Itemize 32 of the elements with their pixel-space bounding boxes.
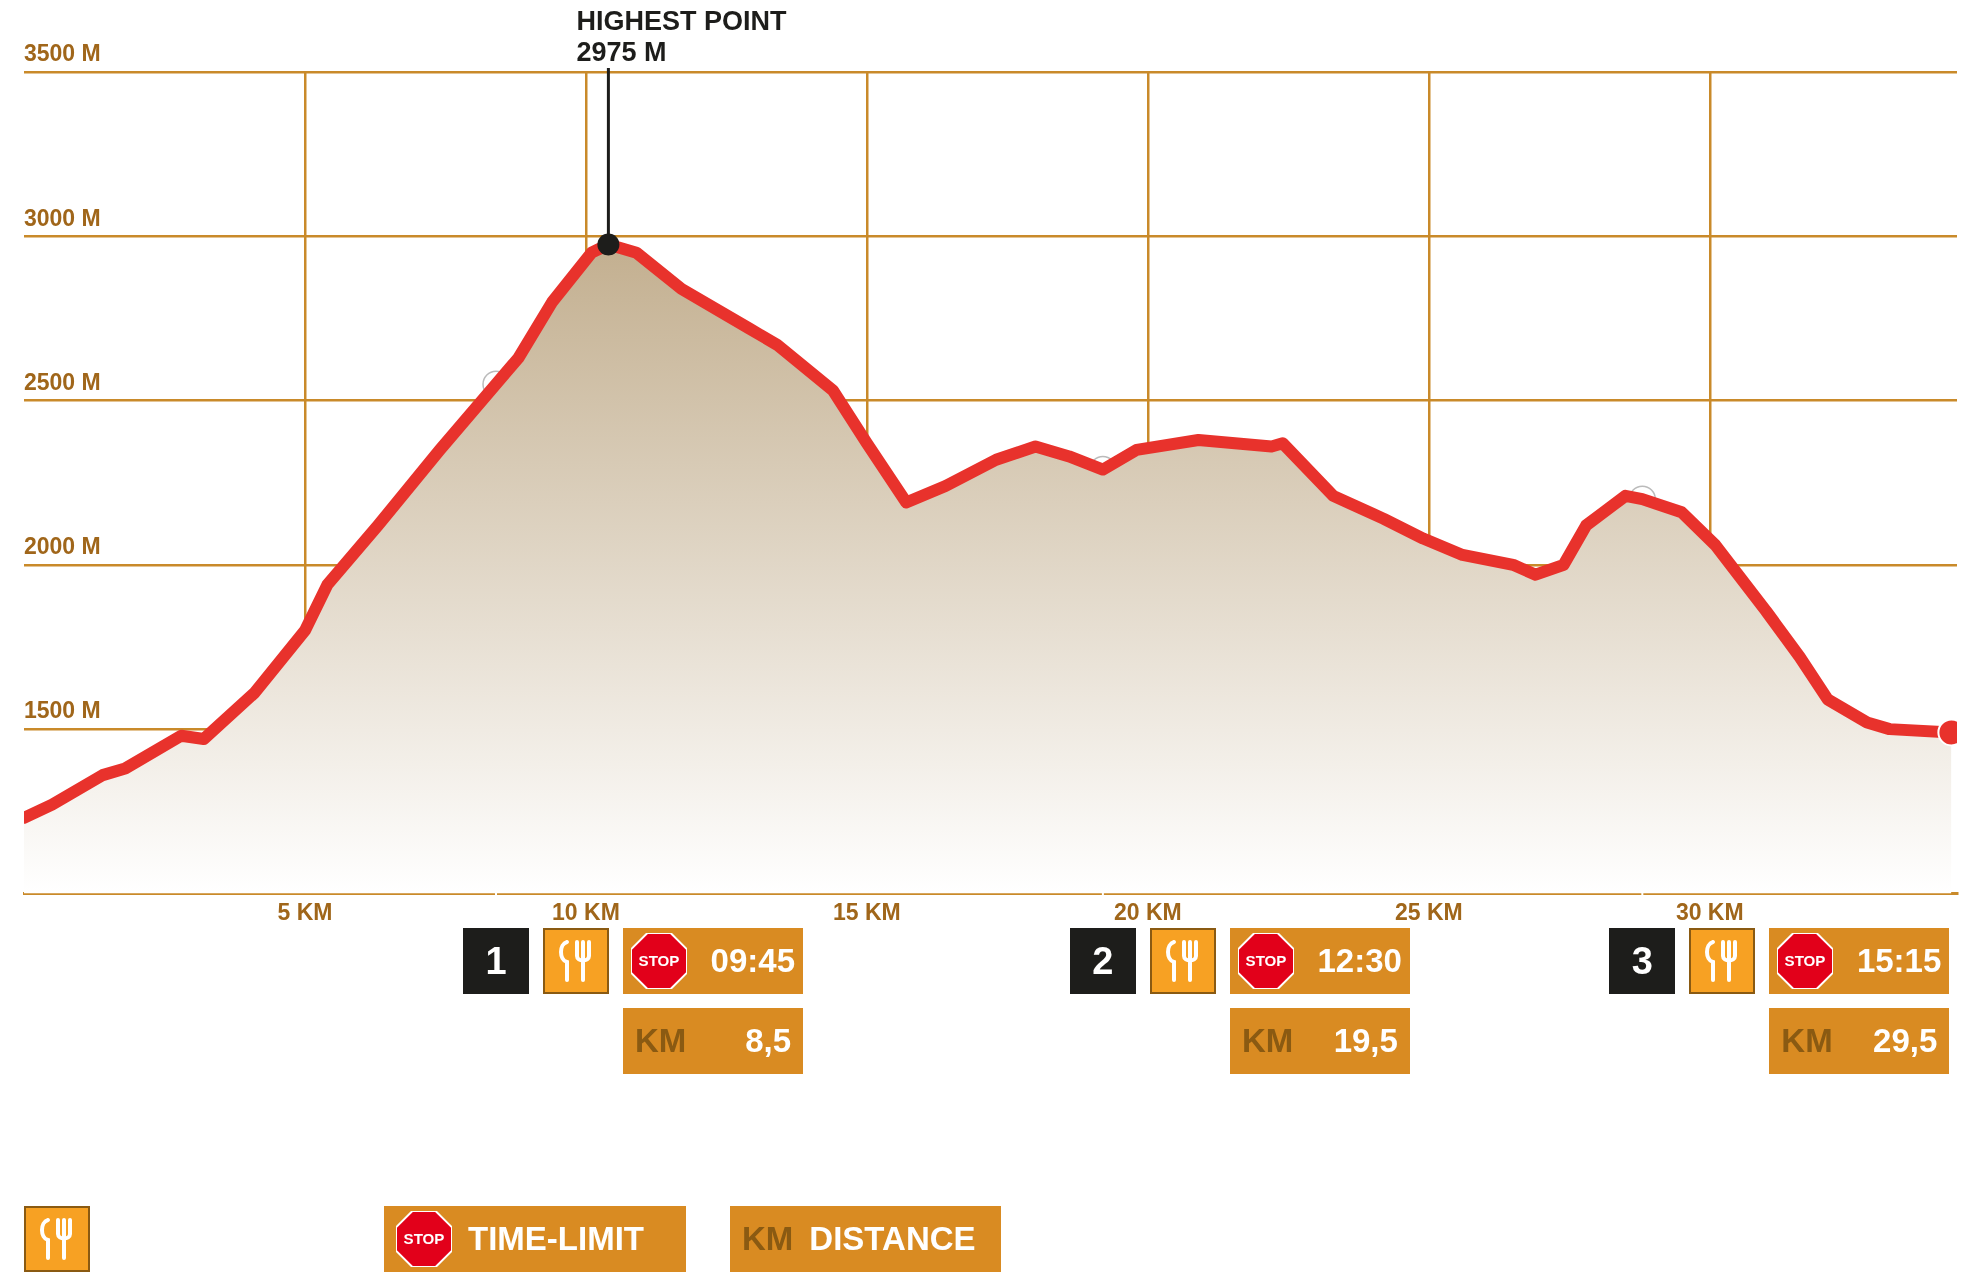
stop-sign-icon: STOP — [1237, 933, 1294, 989]
text: KM — [1781, 1022, 1833, 1060]
stop-sign-icon: STOP — [1777, 933, 1834, 989]
y-tick-label: 2500 M — [24, 368, 101, 395]
annotation: 2975 M — [576, 37, 667, 67]
text: 29,5 — [1873, 1022, 1938, 1060]
text: TIME-LIMIT — [468, 1220, 644, 1258]
text: KM — [1241, 1022, 1294, 1060]
stop-sign-icon: STOP — [396, 1211, 452, 1267]
annotation: 1 — [463, 928, 529, 994]
y-tick-label: 2000 M — [24, 533, 101, 560]
text: 8,5 — [745, 1022, 791, 1060]
x-tick-label: 30 KM — [1675, 898, 1744, 925]
text: KM — [742, 1220, 794, 1258]
annotation: 3 — [1609, 928, 1676, 994]
x-tick-label: 25 KM — [1394, 898, 1463, 925]
y-tick-label: 3500 M — [24, 40, 101, 67]
x-tick-label: 20 KM — [1113, 898, 1182, 925]
x-tick-label: 15 KM — [833, 898, 901, 925]
y-tick-label: 1500 M — [24, 697, 101, 724]
text: 19,5 — [1333, 1022, 1398, 1060]
text: 09:45 — [710, 942, 795, 980]
stop-sign-icon: STOP — [631, 933, 687, 989]
text: DISTANCE — [809, 1220, 976, 1258]
x-tick-label: 5 KM — [277, 898, 333, 925]
y-tick-label: 3000 M — [24, 204, 101, 231]
text: KM — [635, 1022, 687, 1060]
x-tick-label: 10 KM — [552, 898, 620, 925]
annotation: 2 — [1069, 928, 1136, 994]
text: 12:30 — [1317, 942, 1402, 980]
annotation: HIGHEST POINT — [576, 6, 787, 36]
text: 15:15 — [1856, 942, 1942, 980]
